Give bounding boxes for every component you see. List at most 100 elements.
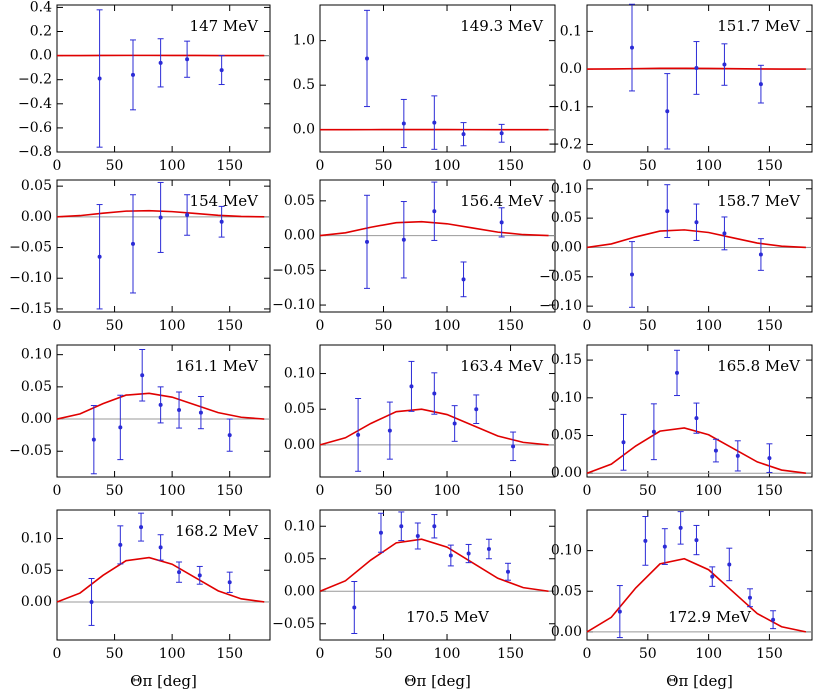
data-point (694, 538, 699, 543)
data-point (432, 524, 437, 529)
y-tick-label: 0.0 (293, 122, 315, 138)
model-curve (319, 538, 549, 593)
y-tick-label: 0.05 (551, 428, 582, 444)
data-point (177, 408, 182, 413)
x-tick-label: 150 (216, 483, 243, 499)
y-tick-label: −0.05 (272, 616, 315, 632)
data-point (399, 524, 404, 529)
plot-frame (56, 179, 271, 313)
data-point (185, 212, 190, 217)
y-tick-label: −0.6 (18, 120, 52, 136)
y-tick-label: −0.10 (539, 298, 582, 314)
data-point (448, 553, 453, 558)
plot-frame (586, 4, 813, 153)
x-tick-label: 150 (756, 318, 783, 334)
data-point (713, 448, 718, 453)
data-point (499, 220, 504, 225)
data-point (432, 120, 437, 125)
energy-label: 168.2 MeV (175, 522, 259, 540)
data-point (758, 252, 763, 257)
data-point (694, 65, 699, 70)
y-tick-label: −0.1 (548, 99, 582, 115)
data-point (158, 402, 163, 407)
y-tick-label: 0.2 (30, 24, 52, 40)
y-tick-label: −0.15 (9, 301, 52, 317)
data-point (506, 569, 510, 574)
data-point (665, 109, 670, 114)
energy-label: 161.1 MeV (175, 357, 259, 375)
data-point (158, 545, 163, 550)
y-tick-label: 0.05 (551, 210, 582, 226)
y-tick-label: 0.05 (551, 583, 582, 599)
x-tick-label: 100 (695, 158, 722, 174)
data-point (710, 574, 715, 579)
x-tick-label: 0 (53, 158, 62, 174)
x-tick-label: 150 (216, 646, 243, 662)
x-tick-label: 0 (316, 318, 325, 334)
y-tick-label: 0.10 (284, 366, 315, 382)
plot-frame (586, 344, 813, 478)
data-point (130, 72, 135, 77)
data-point (727, 562, 732, 567)
plot-frame (319, 179, 556, 313)
x-tick-label: 50 (375, 318, 393, 334)
data-point (356, 432, 361, 437)
x-tick-label: 150 (497, 318, 524, 334)
y-tick-label: 0.10 (21, 347, 52, 363)
data-point (140, 373, 145, 378)
energy-label: 163.4 MeV (460, 357, 544, 375)
data-point (617, 609, 622, 614)
y-tick-label: 0.00 (21, 209, 52, 225)
x-tick-label: 100 (695, 483, 722, 499)
data-point (401, 121, 406, 126)
energy-label: 170.5 MeV (406, 608, 490, 626)
y-tick-label: 0.0 (560, 61, 582, 77)
x-tick-label: 50 (639, 318, 657, 334)
x-tick-label: 150 (756, 158, 783, 174)
data-point (415, 534, 420, 538)
model-curve (56, 556, 265, 603)
data-point (694, 220, 699, 225)
x-tick-label: 100 (695, 646, 722, 662)
plot-frame (586, 179, 813, 313)
y-tick-label: 0.05 (284, 401, 315, 417)
data-point (219, 68, 224, 73)
x-tick-label: 150 (497, 158, 524, 174)
data-point (747, 595, 752, 600)
x-tick-label: 0 (316, 646, 325, 662)
data-point (177, 570, 182, 575)
plot-frame (56, 344, 271, 478)
data-point (651, 429, 656, 434)
y-tick-label: 0.10 (21, 531, 52, 547)
plot-frame (319, 4, 556, 153)
y-tick-label: −0.05 (272, 262, 315, 278)
y-tick-label: 0.05 (21, 178, 52, 194)
model-curve (586, 557, 807, 633)
data-point (139, 525, 144, 530)
data-point (130, 241, 135, 246)
y-tick-label: 0.05 (21, 562, 52, 578)
plot-frame (586, 509, 813, 641)
data-point (378, 530, 383, 535)
x-tick-label: 150 (216, 318, 243, 334)
y-tick-label: 0.05 (284, 551, 315, 567)
data-point (722, 62, 727, 67)
plot-frame (319, 344, 556, 478)
energy-label: 156.4 MeV (460, 192, 544, 210)
x-tick-label: 100 (434, 483, 461, 499)
data-point (499, 131, 504, 136)
data-point (227, 580, 232, 585)
y-tick-label: 0.00 (21, 594, 52, 610)
y-tick-label: 0.10 (284, 518, 315, 534)
x-tick-label: 150 (756, 646, 783, 662)
y-tick-label: 0.00 (551, 465, 582, 481)
x-tick-label: 100 (695, 318, 722, 334)
x-tick-label: 50 (106, 318, 124, 334)
y-tick-label: 0.00 (551, 239, 582, 255)
data-point (767, 456, 772, 461)
data-point (678, 525, 683, 530)
y-tick-label: 0.00 (284, 437, 315, 453)
data-point (227, 433, 232, 438)
data-point (474, 407, 479, 412)
y-tick-label: 0.5 (293, 77, 315, 93)
